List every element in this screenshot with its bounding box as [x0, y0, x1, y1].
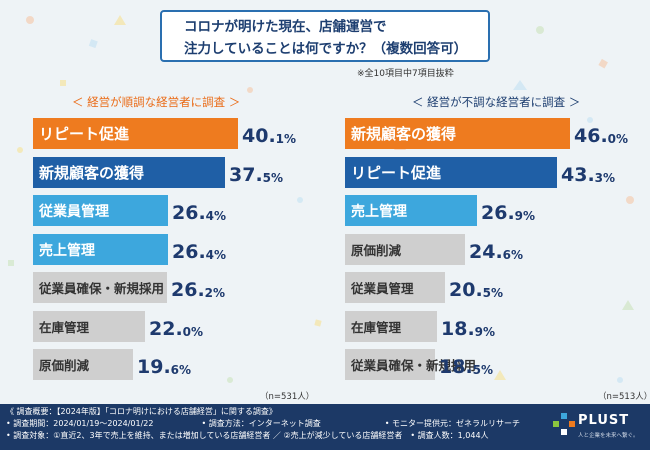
value-label-0-3: 26. 4%	[172, 234, 226, 265]
value-int-1-4: 20.	[449, 279, 483, 301]
value-int-0-4: 26.	[171, 279, 205, 301]
value-int-0-5: 22.	[149, 318, 183, 340]
bar-0-5: 在庫管理	[33, 311, 145, 342]
right-sample-size: （n=513人）	[598, 392, 650, 402]
value-dec-1-6: 5%	[472, 363, 494, 377]
bar-1-1: リピート促進	[345, 157, 557, 188]
bar-1-4: 従業員管理	[345, 272, 445, 303]
value-label-1-1: 43. 3%	[561, 157, 615, 188]
footer-line-3: • 調査対象：①直近2、3年で売上を維持、または増加している店舗経営者 ／ ②売…	[6, 431, 489, 440]
value-int-0-2: 26.	[172, 202, 206, 224]
value-dec-1-1: 3%	[594, 171, 616, 185]
logo-name: PLUST	[578, 413, 630, 428]
value-label-0-5: 22. 0%	[149, 311, 203, 342]
value-label-1-6: 18. 5%	[439, 349, 493, 380]
value-label-1-4: 20. 5%	[449, 272, 503, 303]
value-dec-1-0: 0%	[607, 132, 629, 146]
value-label-0-6: 19. 6%	[137, 349, 191, 380]
chart-title-box: コロナが明けた現在、店舗運営で 注力していることは何ですか？（複数回答可）	[160, 10, 490, 62]
bar-1-3: 原価削減	[345, 234, 465, 265]
value-dec-0-2: 4%	[205, 209, 227, 223]
value-dec-1-2: 9%	[514, 209, 536, 223]
bar-0-4: 従業員確保・新規採用	[33, 272, 167, 303]
value-dec-0-0: 1%	[275, 132, 297, 146]
value-label-1-3: 24. 6%	[469, 234, 523, 265]
value-int-1-3: 24.	[469, 241, 503, 263]
bar-0-2: 従業員管理	[33, 195, 168, 226]
value-dec-0-5: 0%	[182, 325, 204, 339]
value-label-0-1: 37. 5%	[229, 157, 283, 188]
bar-1-2: 売上管理	[345, 195, 477, 226]
value-dec-1-4: 5%	[482, 286, 504, 300]
right-panel-title: ＜ 経営が不調な経営者に調査 ＞	[412, 95, 581, 109]
value-label-1-0: 46. 0%	[574, 118, 628, 149]
value-int-1-6: 18.	[439, 356, 473, 378]
value-label-0-4: 26. 2%	[171, 272, 225, 303]
value-label-0-0: 40. 1%	[242, 118, 296, 149]
value-dec-0-6: 6%	[170, 363, 192, 377]
survey-footer	[0, 404, 650, 450]
bar-0-1: 新規顧客の獲得	[33, 157, 225, 188]
value-dec-0-3: 4%	[205, 248, 227, 262]
value-dec-0-1: 5%	[262, 171, 284, 185]
value-int-0-1: 37.	[229, 164, 263, 186]
bar-0-6: 原価削減	[33, 349, 133, 380]
chart-title-line-1: コロナが明けた現在、店舗運営で	[184, 19, 387, 35]
left-panel-title: ＜ 経営が順調な経営者に調査 ＞	[72, 95, 241, 109]
value-dec-1-3: 6%	[502, 248, 524, 262]
bar-0-0: リピート促進	[33, 118, 238, 149]
value-int-1-5: 18.	[441, 318, 475, 340]
value-label-1-2: 26. 9%	[481, 195, 535, 226]
bar-1-5: 在庫管理	[345, 311, 437, 342]
footer-line-2: • 調査期間：2024/01/19～2024/01/22 • 調査方法：インター…	[6, 419, 520, 428]
left-sample-size: （n=531人）	[260, 392, 315, 402]
value-dec-1-5: 9%	[474, 325, 496, 339]
plust-logo-icon	[553, 413, 575, 435]
footer-line-1: 《 調査概要：【2024年版】「コロナ明けにおける店舗経営」に関する調査》	[6, 407, 277, 416]
selection-note: ※全10項目中7項目抜粋	[357, 69, 454, 79]
bar-0-3: 売上管理	[33, 234, 168, 265]
value-int-0-6: 19.	[137, 356, 171, 378]
value-int-1-1: 43.	[561, 164, 595, 186]
value-int-1-2: 26.	[481, 202, 515, 224]
value-int-0-3: 26.	[172, 241, 206, 263]
value-dec-0-4: 2%	[204, 286, 226, 300]
bar-1-0: 新規顧客の獲得	[345, 118, 570, 149]
value-label-0-2: 26. 4%	[172, 195, 226, 226]
logo-tagline: 人と企業を未来へ繋ぐ。	[578, 433, 639, 439]
value-label-1-5: 18. 9%	[441, 311, 495, 342]
chart-title-line-2: 注力していることは何ですか？（複数回答可）	[184, 41, 468, 57]
value-int-1-0: 46.	[574, 125, 608, 147]
bar-1-6: 従業員確保・新規採用	[345, 349, 476, 380]
value-int-0-0: 40.	[242, 125, 276, 147]
